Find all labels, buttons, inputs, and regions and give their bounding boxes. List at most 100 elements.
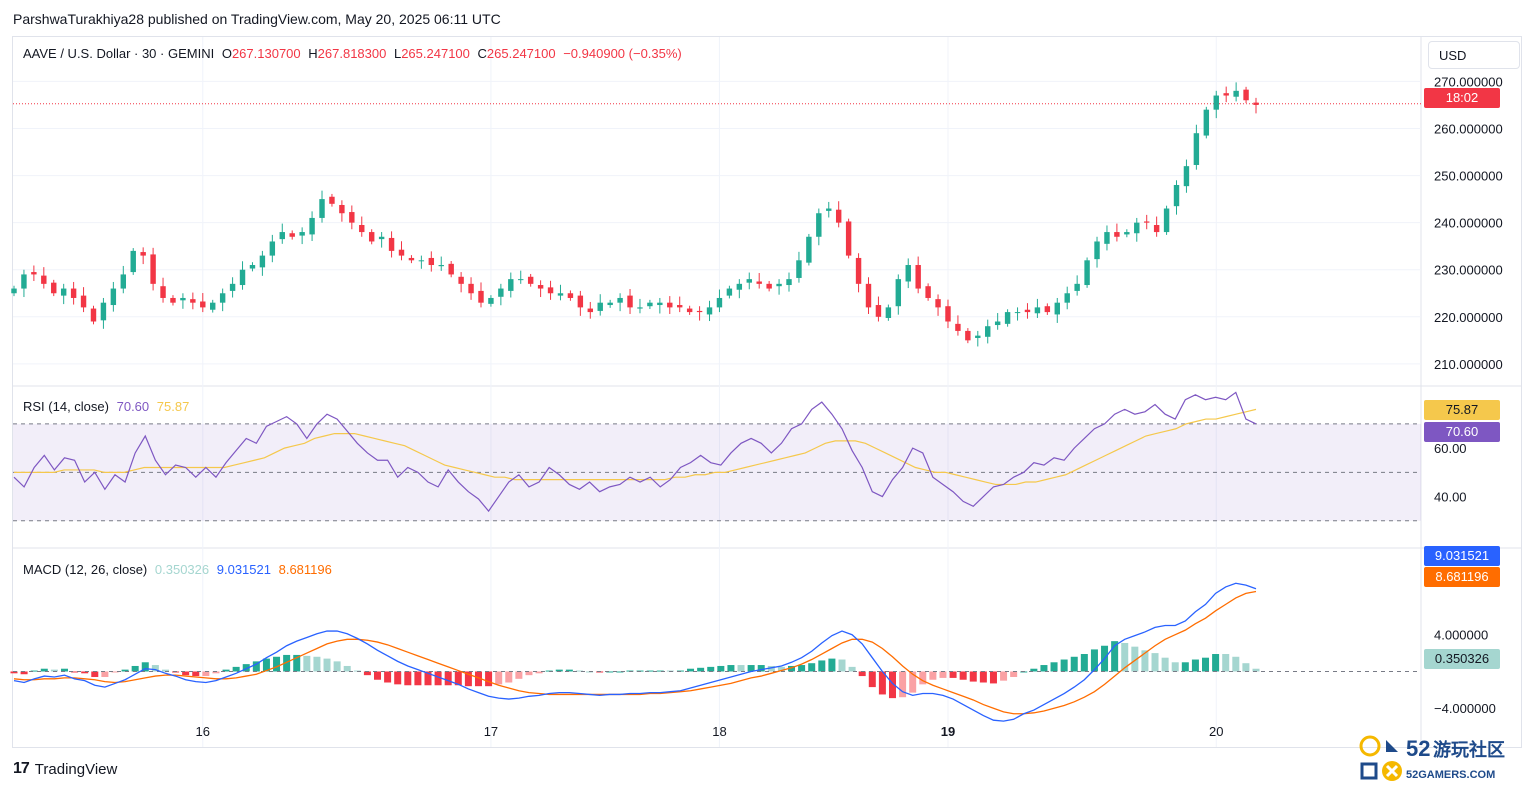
candle-body	[667, 302, 673, 308]
close-value: 265.247100	[486, 46, 556, 61]
candle-body	[80, 295, 87, 308]
close-label: C	[477, 46, 487, 61]
candle-body	[1163, 208, 1170, 233]
candle-body	[925, 286, 931, 298]
currency-button[interactable]: USD	[1428, 41, 1520, 69]
candle-body	[1233, 90, 1239, 97]
candle-body	[1183, 166, 1190, 187]
macd-histogram-bar	[50, 669, 58, 672]
candle-body	[120, 274, 127, 289]
macd-histogram-bar	[606, 671, 614, 673]
macd-label[interactable]: MACD (12, 26, close)	[23, 562, 148, 577]
watermark-domain: 52GAMERS.COM	[1406, 769, 1495, 781]
macd-histogram-bar	[424, 671, 432, 686]
candle-body	[309, 217, 315, 235]
high-label: H	[308, 46, 318, 61]
candle-body	[1024, 309, 1031, 313]
watermark-circle-icon	[1359, 735, 1381, 757]
candle-body	[299, 232, 305, 236]
candle-body	[647, 302, 653, 307]
macd-histogram-bar	[1151, 653, 1159, 672]
low-label: L	[393, 46, 402, 61]
macd-histogram-bar	[848, 666, 856, 672]
candle-body	[219, 293, 226, 303]
candle-body	[696, 310, 703, 313]
time-tick-label: 20	[1209, 724, 1223, 739]
macd-histogram-bar	[989, 671, 997, 684]
macd-histogram-bar	[727, 665, 735, 672]
macd-histogram-bar	[81, 671, 89, 674]
candle-body	[428, 257, 435, 266]
macd-histogram-bar	[777, 666, 785, 672]
macd-histogram-bar	[767, 665, 775, 672]
candle-body	[885, 307, 892, 318]
macd-histogram-bar	[909, 671, 917, 693]
tradingview-icon: 17	[13, 760, 30, 777]
candle-body	[1054, 302, 1060, 315]
candle-body	[1084, 260, 1090, 286]
macd-histogram-bar	[828, 658, 836, 672]
candle-body	[60, 288, 67, 296]
candle-body	[498, 288, 504, 297]
macd-histogram-bar	[1222, 654, 1230, 672]
macd-histogram-bar	[717, 665, 725, 672]
price-tick-label: 210.000000	[1434, 357, 1503, 372]
candle-body	[994, 321, 1001, 326]
macd-histogram-bar	[1030, 668, 1038, 672]
macd-histogram-bar	[464, 671, 472, 687]
macd-histogram-bar	[1121, 642, 1129, 672]
candle-body	[239, 269, 246, 286]
macd-histogram-bar	[788, 665, 796, 672]
macd-histogram-bar	[878, 671, 886, 695]
candle-body	[1044, 306, 1051, 313]
symbol-label[interactable]: AAVE / U.S. Dollar · 30 · GEMINI	[23, 46, 215, 61]
candle-body	[816, 213, 822, 237]
candle-body	[329, 196, 335, 204]
candle-body	[1203, 109, 1210, 136]
candle-body	[1114, 232, 1120, 237]
candle-body	[985, 326, 991, 337]
time-tick-label: 19	[941, 724, 955, 739]
candle-body	[657, 302, 663, 306]
candle-body	[865, 283, 872, 308]
macd-histogram-bar	[888, 671, 896, 699]
candle-body	[388, 237, 395, 251]
rsi-ma-value: 75.87	[156, 399, 190, 414]
candle-body	[875, 305, 882, 317]
candle-body	[51, 282, 57, 294]
macd-hist-tag: 0.350326	[1424, 649, 1500, 669]
candle-body	[339, 204, 345, 214]
macd-histogram-bar	[808, 663, 816, 672]
macd-histogram-bar	[1252, 668, 1260, 672]
tradingview-logo[interactable]: 17 TradingView	[13, 760, 117, 778]
macd-histogram-bar	[868, 671, 876, 688]
candle-body	[1064, 293, 1070, 303]
candle-body	[319, 199, 325, 218]
rsi-label[interactable]: RSI (14, close)	[23, 399, 109, 414]
candle-body	[716, 297, 723, 308]
candle-body	[557, 293, 564, 296]
macd-histogram-bar	[363, 671, 371, 676]
macd-histogram-bar	[525, 671, 533, 676]
candle-body	[577, 295, 584, 308]
macd-histogram-bar	[747, 665, 755, 672]
candle-body	[349, 212, 355, 223]
macd-histogram-bar	[30, 670, 38, 672]
watermark-cross-mark	[1385, 764, 1399, 778]
candle-body	[488, 297, 494, 304]
time-tick-label: 18	[712, 724, 726, 739]
candle-body	[766, 283, 772, 289]
macd-histogram-bar	[1161, 657, 1169, 672]
macd-histogram-bar	[343, 665, 351, 672]
macd-histogram-bar	[394, 671, 402, 685]
candle-body	[259, 255, 266, 268]
candle-body	[1014, 312, 1021, 314]
candle-body	[1074, 283, 1080, 291]
macd-histogram-bar	[1181, 662, 1189, 672]
candle-body	[70, 288, 77, 298]
rsi-ma-tag: 75.87	[1424, 400, 1500, 420]
macd-histogram-bar	[1212, 654, 1220, 672]
macd-histogram-bar	[1191, 659, 1199, 672]
candle-body	[478, 290, 484, 303]
